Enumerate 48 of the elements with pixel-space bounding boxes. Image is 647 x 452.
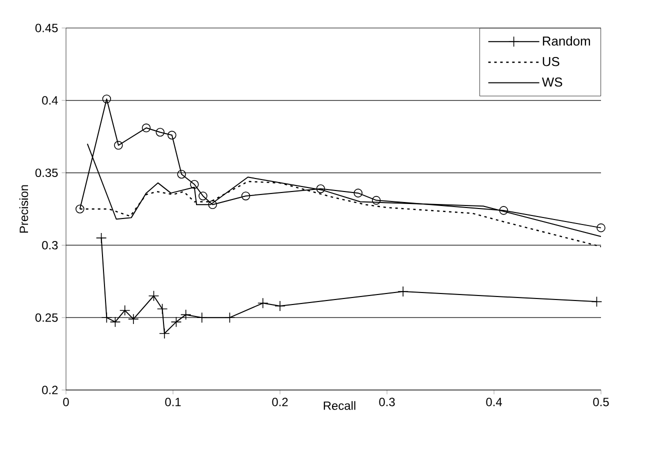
- y-tick-label: 0.45: [35, 24, 58, 32]
- point: [96, 232, 107, 244]
- x-tick-label: 0.3: [379, 398, 395, 406]
- point: [177, 170, 186, 179]
- y-axis-title: Precision: [19, 185, 28, 233]
- x-tick-label: 0.1: [165, 398, 181, 406]
- point: [190, 180, 199, 189]
- point: [114, 140, 123, 150]
- y-tick-label: 0.4: [42, 96, 58, 105]
- point: [148, 290, 160, 302]
- y-tick-label: 0.25: [35, 313, 58, 322]
- point: [142, 124, 151, 132]
- x-axis-title: Recall: [324, 401, 356, 410]
- point: [198, 192, 208, 200]
- point: [196, 312, 208, 323]
- point: [180, 309, 192, 320]
- point: [274, 300, 286, 312]
- x-tick-label: 0.4: [486, 398, 502, 406]
- point: [159, 328, 170, 339]
- point: [224, 312, 236, 323]
- point: [156, 304, 168, 314]
- x-tick-label: 0.2: [272, 398, 288, 406]
- point: [241, 192, 250, 200]
- point: [316, 184, 326, 194]
- x-tick-label: 0.5: [593, 398, 609, 406]
- y-tick-label: 0.35: [35, 168, 58, 178]
- point: [170, 316, 182, 328]
- point: [128, 314, 139, 324]
- point: [119, 304, 130, 316]
- point: [208, 200, 217, 210]
- legend-label: WS: [542, 78, 562, 87]
- point: [110, 316, 121, 328]
- legend-label: Random: [542, 36, 590, 46]
- point: [101, 312, 112, 323]
- y-tick-label: 0.2: [42, 386, 58, 394]
- point: [102, 94, 112, 104]
- point: [596, 223, 606, 232]
- point: [591, 296, 602, 308]
- point: [258, 298, 268, 308]
- point: [76, 204, 84, 214]
- legend-label: US: [542, 57, 560, 66]
- point: [354, 188, 362, 198]
- point: [372, 196, 381, 205]
- x-tick-label: 0: [63, 398, 69, 406]
- point: [168, 130, 176, 140]
- point: [156, 128, 165, 137]
- y-tick-label: 0.3: [42, 240, 58, 250]
- point: [499, 206, 508, 215]
